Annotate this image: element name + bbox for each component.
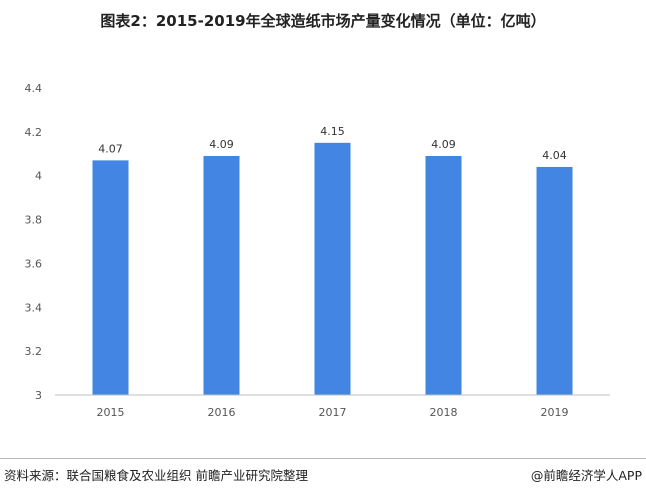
y-axis: 3 3.2 3.4 3.6 3.8 4 4.2 4.4: [25, 82, 43, 402]
source-note: 资料来源：联合国粮食及农业组织 前瞻产业研究院整理: [4, 468, 308, 483]
value-label-2019: 4.04: [542, 149, 567, 162]
y-tick-label: 4: [35, 170, 42, 183]
value-label-2015: 4.07: [98, 142, 123, 155]
x-tick-label-2016: 2016: [208, 406, 236, 419]
bar-series: [92, 142, 573, 395]
brand-label: @前瞻经济学人APP: [530, 468, 642, 483]
x-axis: 2015 2016 2017 2018 2019: [55, 394, 610, 419]
value-label-2017: 4.15: [320, 125, 345, 138]
value-label-2018: 4.09: [431, 138, 456, 151]
y-tick-label: 3.6: [25, 257, 43, 270]
bar-2017: [314, 142, 351, 395]
y-tick-label: 3: [35, 389, 42, 402]
value-label-2016: 4.09: [209, 138, 234, 151]
chart-title: 图表2：2015-2019年全球造纸市场产量变化情况（单位：亿吨）: [100, 12, 546, 30]
data-labels: 4.07 4.09 4.15 4.09 4.04: [98, 125, 567, 162]
y-tick-label: 3.2: [25, 345, 43, 358]
y-tick-label: 4.2: [25, 126, 43, 139]
y-tick-label: 3.4: [25, 301, 43, 314]
x-tick-label-2015: 2015: [97, 406, 125, 419]
x-tick-label-2017: 2017: [319, 406, 347, 419]
y-tick-label: 4.4: [25, 82, 43, 95]
x-tick-label-2018: 2018: [430, 406, 458, 419]
bar-2019: [536, 166, 573, 395]
y-tick-label: 3.8: [25, 214, 43, 227]
bar-2018: [425, 155, 462, 395]
bar-2015: [92, 160, 129, 395]
x-tick-label-2019: 2019: [541, 406, 569, 419]
footer-divider: [0, 458, 646, 459]
bar-2016: [203, 155, 240, 395]
